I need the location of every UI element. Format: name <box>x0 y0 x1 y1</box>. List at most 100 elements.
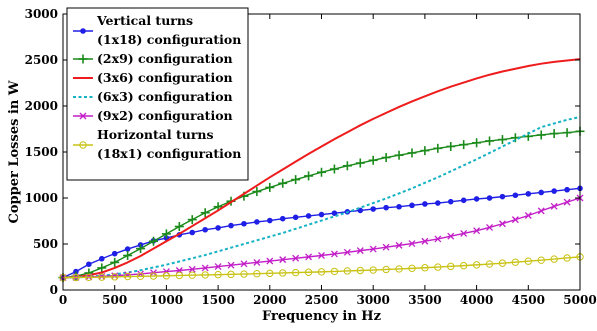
series-marker <box>511 216 519 224</box>
series-marker <box>538 189 545 196</box>
series-5 <box>59 194 584 282</box>
series-marker <box>394 150 404 160</box>
cross-b <box>292 254 300 262</box>
series-marker <box>472 261 481 269</box>
series-marker <box>447 232 455 240</box>
series-marker <box>278 178 288 188</box>
series-marker <box>382 265 390 274</box>
series-marker <box>551 188 557 194</box>
series-marker <box>240 260 248 268</box>
series-marker <box>279 256 287 264</box>
series-marker <box>382 243 390 251</box>
legend-symbol-marker <box>78 54 88 64</box>
series-marker <box>447 198 454 205</box>
series-marker <box>524 257 532 265</box>
x-tick-label: 2500 <box>305 293 338 307</box>
series-marker <box>214 263 222 270</box>
series-marker <box>201 264 209 272</box>
series-marker <box>460 229 468 237</box>
series-marker <box>304 268 313 276</box>
series-marker <box>162 272 171 280</box>
series-marker <box>317 167 326 177</box>
cross-b <box>266 257 274 265</box>
series-line <box>62 187 581 279</box>
series-marker <box>512 192 519 199</box>
series-marker <box>189 229 196 236</box>
series-marker <box>537 207 545 215</box>
series-marker <box>409 202 415 209</box>
y-tick-label: 0 <box>50 283 58 297</box>
series-marker <box>343 267 352 275</box>
cross-b <box>343 248 351 256</box>
series-marker <box>111 273 119 281</box>
series-marker <box>369 245 377 253</box>
series-marker <box>241 220 247 227</box>
series-marker <box>188 271 196 279</box>
cross-b <box>447 232 455 240</box>
cross-b <box>356 247 364 255</box>
y-tick-label: 500 <box>33 237 58 251</box>
x-tick-label: 4000 <box>460 293 493 307</box>
series-marker <box>161 229 171 239</box>
cross-b <box>460 229 468 237</box>
series-layer <box>58 58 585 283</box>
series-marker <box>111 250 118 257</box>
cross-b <box>473 227 481 235</box>
series-marker <box>292 214 299 221</box>
series-marker <box>563 254 571 262</box>
legend-box <box>66 7 249 181</box>
x-tick-label: 500 <box>102 293 127 307</box>
series-marker <box>267 217 273 224</box>
series-marker <box>85 273 93 282</box>
series-marker <box>279 215 286 222</box>
series-marker <box>265 182 275 192</box>
legend-symbol-marker <box>80 28 86 34</box>
series-marker <box>123 272 132 281</box>
series-marker <box>525 191 532 197</box>
series-marker <box>357 207 364 214</box>
series-marker <box>537 256 545 264</box>
y-axis-label: Copper Losses in W <box>7 80 22 223</box>
cross-b <box>214 263 222 270</box>
cross-b <box>369 245 377 253</box>
series-marker <box>473 227 481 235</box>
series-marker <box>330 267 339 276</box>
legend-entry-text: (1x18) configuration <box>97 32 241 47</box>
series-marker <box>550 255 558 263</box>
series-marker <box>550 202 558 210</box>
series-marker <box>381 153 391 163</box>
series-marker <box>485 260 494 268</box>
legend-entry-text: (6x3) configuration <box>97 89 233 104</box>
series-marker <box>279 269 287 277</box>
cross-b <box>79 112 87 120</box>
series-marker <box>291 175 301 185</box>
series-marker <box>124 246 131 252</box>
series-marker <box>136 272 145 280</box>
legend: Vertical turns (1x18) configuration (2x9) … <box>66 7 249 181</box>
series-marker <box>317 268 326 276</box>
series-6 <box>59 253 584 282</box>
x-tick-label: 3500 <box>408 293 441 307</box>
series-marker <box>86 261 92 268</box>
series-marker <box>187 215 197 225</box>
series-marker <box>356 266 364 275</box>
series-marker <box>420 146 430 156</box>
series-marker <box>200 208 210 218</box>
cross-b <box>240 260 248 268</box>
series-marker <box>228 222 234 229</box>
legend-entry-text: Vertical turns <box>96 13 193 28</box>
series-marker <box>434 263 442 271</box>
series-line <box>62 256 581 279</box>
series-marker <box>408 240 416 247</box>
series-marker <box>524 212 532 219</box>
series-marker <box>318 252 325 259</box>
series-marker <box>188 265 196 273</box>
cross-b <box>382 243 390 251</box>
series-marker <box>407 148 417 158</box>
series-marker <box>395 265 403 273</box>
series-marker <box>511 258 520 266</box>
series-marker <box>460 197 467 204</box>
series-marker <box>292 254 300 262</box>
series-marker <box>396 203 402 210</box>
series-marker <box>98 273 106 281</box>
